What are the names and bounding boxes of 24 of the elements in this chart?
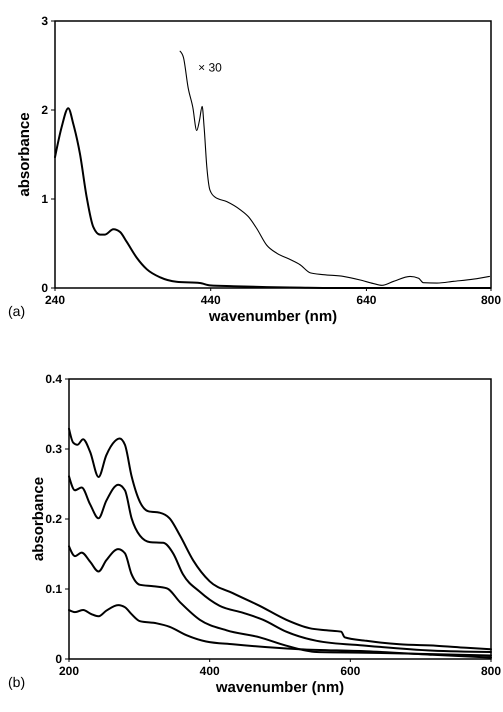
x-tick-label: 600 <box>340 664 361 678</box>
y-tick-label: 0.3 <box>45 442 62 456</box>
y-tick-label: 3 <box>41 14 48 28</box>
y-tick-label: 2 <box>41 103 48 118</box>
x-tick-label: 800 <box>480 664 502 678</box>
x-tick-label: 440 <box>200 293 222 307</box>
y-tick-label: 0.4 <box>45 372 62 386</box>
y-axis-title: absorbance <box>16 112 33 197</box>
x-tick-label: 240 <box>44 293 66 307</box>
text: (b) <box>8 674 26 690</box>
y-tick-label: 0 <box>55 652 62 666</box>
x-tick-label: 800 <box>480 293 502 307</box>
text: (a) <box>8 303 26 319</box>
y-axis-title: absorbance <box>30 476 47 562</box>
y-tick-label: 0 <box>41 281 48 296</box>
y-tick-label: 0.2 <box>45 512 62 526</box>
y-tick-label: 1 <box>41 192 48 206</box>
x-axis-title: wavenumber (nm) <box>214 679 344 696</box>
series-label: × 30 <box>198 60 222 74</box>
x-tick-label: 640 <box>356 293 377 307</box>
x-tick-label: 400 <box>200 664 220 678</box>
y-tick-label: 0.1 <box>45 582 62 596</box>
x-tick-label: 200 <box>58 664 80 678</box>
x-axis-title: wavenumber (nm) <box>208 308 338 325</box>
